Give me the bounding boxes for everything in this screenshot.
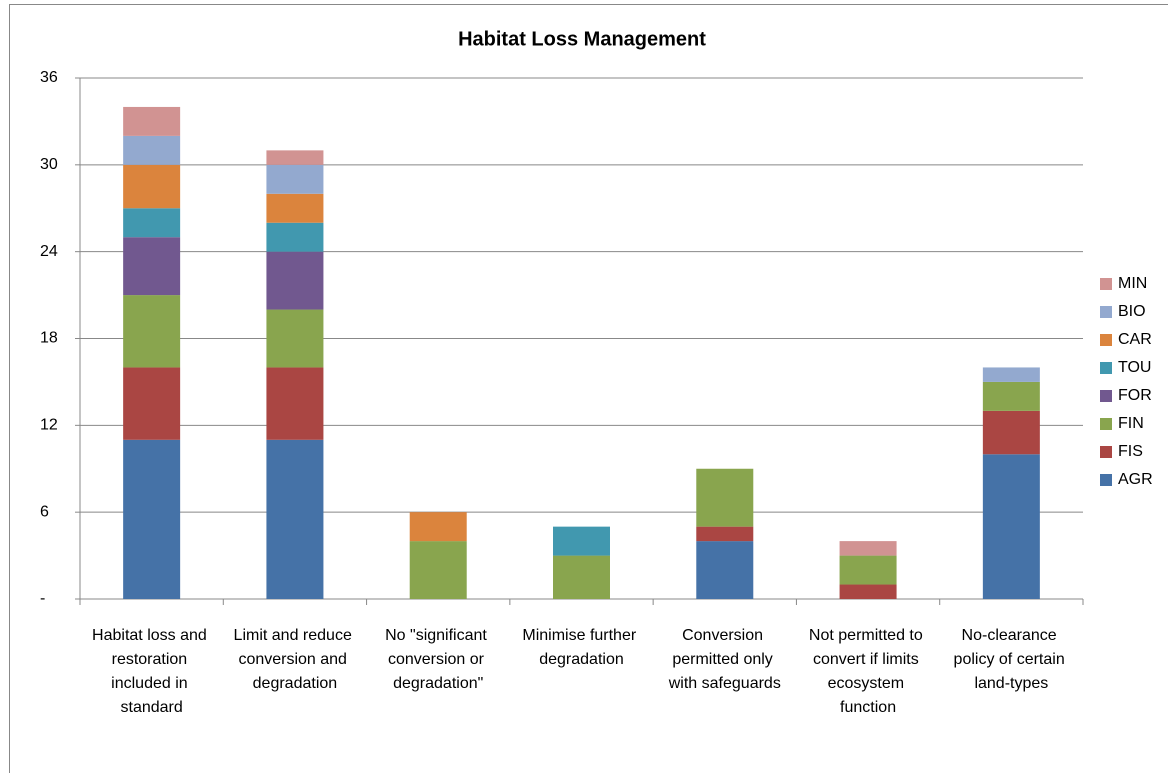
bar-segment [696, 526, 754, 542]
label-line: permitted only [672, 651, 777, 668]
legend-swatch [1100, 334, 1112, 346]
bar-segment [696, 468, 754, 527]
legend-swatch [1100, 446, 1112, 458]
y-tick-label: 6 [40, 503, 49, 520]
label-line: with safeguards [668, 675, 781, 692]
bar-segment [123, 295, 181, 368]
label-line: function [840, 699, 896, 716]
legend-label: TOU [1118, 359, 1151, 376]
bar-segment [409, 512, 467, 542]
y-tick-label: 18 [40, 330, 58, 347]
label-line: included in [111, 675, 192, 692]
bar-segment [982, 367, 1040, 382]
x-tick-label: No-clearance policy of certain land-type… [954, 627, 1070, 692]
legend-label: FIS [1118, 443, 1143, 460]
label-line: conversion and [238, 651, 351, 668]
bar-segment [982, 381, 1040, 411]
bar-segment [696, 541, 754, 599]
bar-segment [266, 150, 324, 165]
label-line: degradation [253, 675, 338, 692]
x-tick-label: Minimise further degradation [522, 627, 640, 668]
label-line: Conversion [682, 627, 767, 644]
legend-swatch [1100, 306, 1112, 318]
bar-segment [123, 237, 181, 296]
label-line: convert if limits [813, 651, 923, 668]
label-line: standard [121, 699, 183, 716]
legend-label: FOR [1118, 387, 1152, 404]
bar-segment [553, 526, 610, 556]
x-tick-label: Limit and reduce conversion and degradat… [234, 627, 357, 692]
x-tick-label: No "significant conversion or degradatio… [385, 627, 491, 692]
label-line: ecosystem [828, 675, 909, 692]
bar-segment [266, 439, 324, 599]
label-line: policy of certain [954, 651, 1070, 668]
legend-label: MIN [1118, 275, 1147, 292]
bar-segment [982, 410, 1040, 455]
y-tick-label: - [40, 590, 45, 607]
label-line: Limit and reduce [234, 627, 357, 644]
bar-segment [553, 555, 610, 599]
legend-swatch [1100, 418, 1112, 430]
legend-swatch [1100, 362, 1112, 374]
label-line: No-clearance [962, 627, 1062, 644]
bar-segment [266, 367, 324, 440]
bar-segment [266, 222, 324, 252]
legend-label: AGR [1118, 471, 1153, 488]
label-line: restoration [112, 651, 192, 668]
bar-segment [266, 193, 324, 223]
label-line: Not permitted to [809, 627, 927, 644]
legend-swatch [1100, 390, 1112, 402]
y-tick-label: 12 [40, 417, 58, 434]
bar-segment [123, 106, 181, 136]
y-tick-label: 24 [40, 243, 58, 260]
bar-segment [123, 208, 181, 238]
legend-swatch [1100, 474, 1112, 486]
x-tick-label: Habitat loss and restoration included in… [92, 627, 211, 716]
label-line: land-types [974, 675, 1048, 692]
bar-segment [839, 555, 897, 585]
legend-swatch [1100, 278, 1112, 290]
legend-label: BIO [1118, 303, 1146, 320]
bar-segment [123, 439, 181, 599]
x-tick-label: Conversion permitted only with safeguard… [668, 627, 781, 692]
x-tick-label: Not permitted to convert if limits ecosy… [809, 627, 927, 716]
bar-segment [266, 251, 324, 310]
y-tick-label: 30 [40, 156, 58, 173]
label-line: degradation" [393, 675, 483, 692]
label-line: degradation [539, 651, 624, 668]
y-tick-label: 36 [40, 69, 58, 86]
label-line: conversion or [388, 651, 489, 668]
bar-segment [123, 164, 181, 209]
bar-segment [409, 541, 467, 599]
bar-segment [982, 454, 1040, 599]
bar-segment [266, 164, 324, 194]
bar-segment [839, 541, 897, 556]
bar-segment [266, 309, 324, 368]
label-line: No "significant [385, 627, 491, 644]
legend-label: FIN [1118, 415, 1144, 432]
bar-segment [123, 367, 181, 440]
bar-segment [123, 135, 181, 165]
label-line: Minimise further [522, 627, 640, 644]
bar-segment [839, 584, 897, 599]
chart-frame [9, 4, 1168, 773]
legend-label: CAR [1118, 331, 1152, 348]
chart-title: Habitat Loss Management [458, 28, 706, 50]
label-line: Habitat loss and [92, 627, 211, 644]
